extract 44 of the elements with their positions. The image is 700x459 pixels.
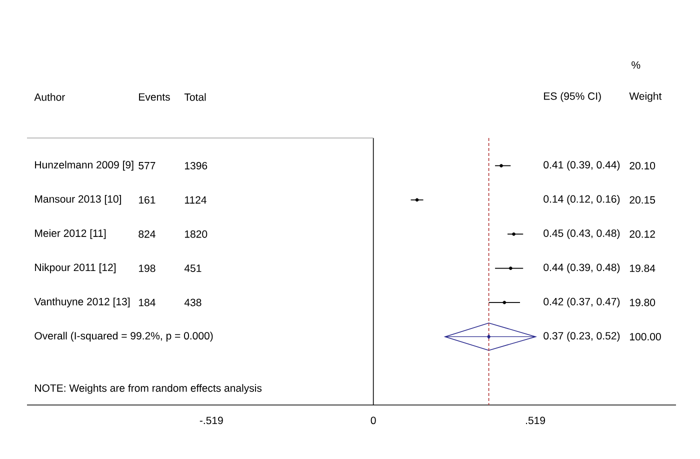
annotation: 824 — [138, 230, 156, 238]
annotation: 20.10 — [630, 162, 656, 170]
point — [502, 300, 506, 304]
annotation: 577 — [138, 162, 156, 170]
text: Weight — [629, 92, 662, 102]
annotation: 19.80 — [630, 298, 656, 306]
annotation: 161 — [139, 196, 156, 204]
annotation: 20.12 — [630, 230, 655, 238]
point — [508, 266, 512, 270]
point — [500, 164, 503, 168]
annotation: 0.37 (0.23, 0.52) — [544, 332, 620, 342]
text: ES (95% CI) — [544, 92, 601, 102]
text: Events — [139, 93, 170, 101]
annotation: 20.15 — [630, 196, 656, 204]
y-tick-label: Vanthuyne 2012 [13] — [34, 298, 130, 308]
annotation: 438 — [184, 298, 202, 306]
x-tick-label: -.519 — [200, 416, 223, 424]
annotation: 0.44 (0.39, 0.48) — [544, 263, 620, 274]
point — [415, 198, 419, 202]
y-axis-title: Author — [34, 93, 65, 101]
y-tick-label: Meier 2012 [11] — [35, 229, 106, 239]
point — [512, 232, 516, 236]
text: Total — [184, 93, 206, 101]
point — [486, 334, 491, 340]
annotation: 1396 — [185, 162, 208, 170]
y-tick-label: Hunzelmann 2009 [9] — [35, 160, 134, 171]
text: NOTE: Weights are from random effects analysis — [35, 384, 262, 394]
annotation: 451 — [184, 264, 202, 272]
annotation: 0.45 (0.43, 0.48) — [544, 229, 620, 239]
y-tick-label: Nikpour 2011 [12] — [35, 263, 116, 274]
y-tick-label: Mansour 2013 [10] — [35, 195, 121, 205]
annotation: 0.14 (0.12, 0.16) — [544, 195, 620, 205]
annotation: 19.84 — [630, 264, 656, 272]
annotation: 1124 — [185, 196, 206, 204]
x-tick-label: .519 — [526, 416, 546, 424]
annotation: 198 — [139, 264, 156, 272]
x-tick-label: 0 — [370, 416, 376, 424]
annotation: 0.41 (0.39, 0.44) — [544, 160, 620, 171]
y-tick-label: Overall (I-squared = 99.2%, p = 0.000) — [34, 332, 213, 342]
annotation: 1820 — [185, 230, 208, 238]
annotation: 100.00 — [630, 332, 661, 340]
annotation: 184 — [139, 298, 156, 306]
text: % — [632, 61, 640, 69]
annotation: 0.42 (0.37, 0.47) — [544, 298, 620, 308]
